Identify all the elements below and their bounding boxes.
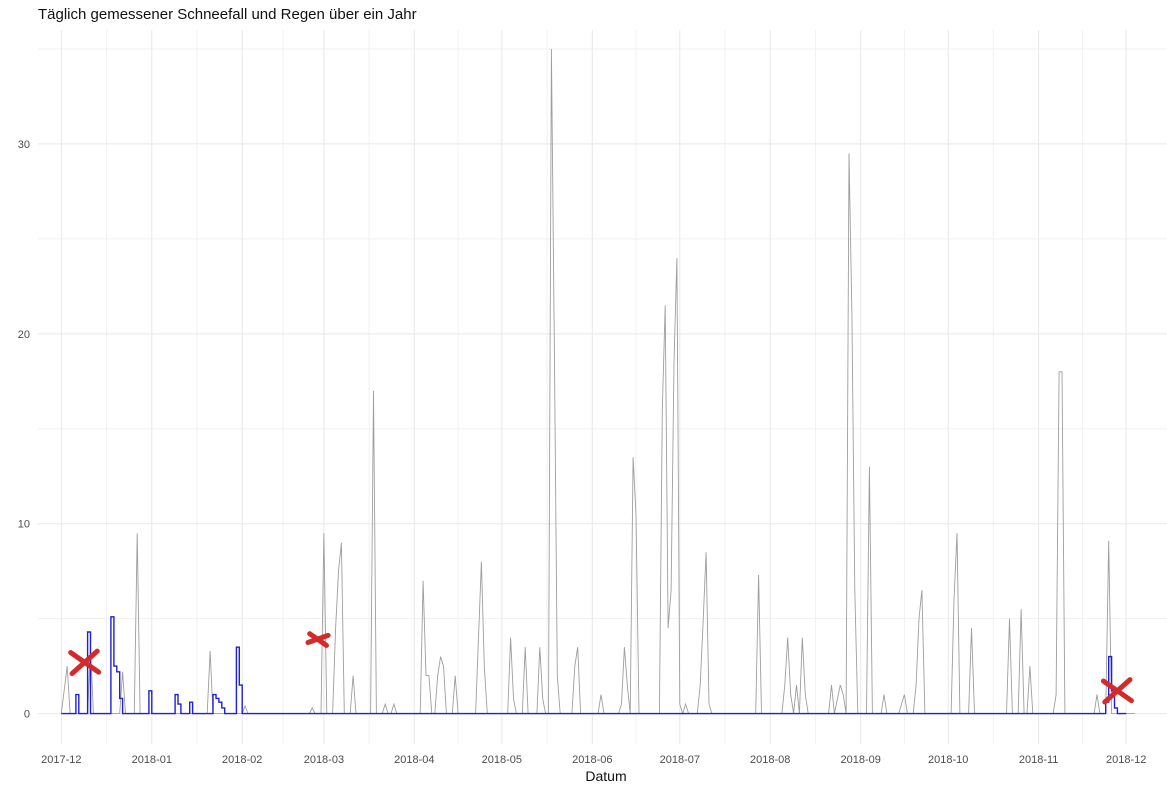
x-tick-label: 2018-10: [928, 754, 968, 766]
x-tick-label: 2018-04: [394, 754, 434, 766]
y-tick-label: 20: [18, 329, 30, 341]
x-tick-label: 2018-03: [304, 754, 344, 766]
x-tick-label: 2018-09: [840, 754, 880, 766]
annotation-layer: [68, 631, 1134, 705]
x-tick-label: 2018-07: [660, 754, 700, 766]
x-tick-label: 2018-11: [1019, 754, 1059, 766]
minor-grid: [38, 30, 1167, 744]
x-tick-label: 2017-12: [41, 754, 81, 766]
chart-title: Täglich gemessener Schneefall und Regen …: [38, 6, 417, 23]
x-tick-label: 2018-05: [482, 754, 522, 766]
y-tick-label: 0: [24, 709, 30, 721]
x-tick-label: 2018-08: [750, 754, 790, 766]
x-tick-label: 2018-02: [222, 754, 262, 766]
cross-stroke: [305, 632, 331, 645]
y-tick-label: 10: [18, 519, 30, 531]
x-tick-label: 2018-12: [1106, 754, 1146, 766]
major-grid: [38, 30, 1167, 744]
x-axis-label: Datum: [585, 768, 626, 784]
cross-stroke: [1102, 677, 1133, 705]
red-cross-mark: [1100, 677, 1134, 705]
x-tick-label: 2018-01: [132, 754, 172, 766]
red-cross-mark: [305, 631, 331, 648]
series-layer: [60, 48, 1135, 716]
series-line-1: [61, 616, 1127, 715]
y-tick-label: 30: [18, 139, 30, 151]
y-axis: 0 10 20 30: [18, 139, 30, 721]
x-tick-label: 2018-06: [572, 754, 612, 766]
red-cross-mark: [68, 648, 102, 677]
cross-stroke: [69, 648, 100, 677]
x-axis: 2017-12 2018-01 2018-02 2018-03 2018-04 2018-…: [41, 754, 1146, 766]
series-line-0: [60, 48, 1135, 716]
